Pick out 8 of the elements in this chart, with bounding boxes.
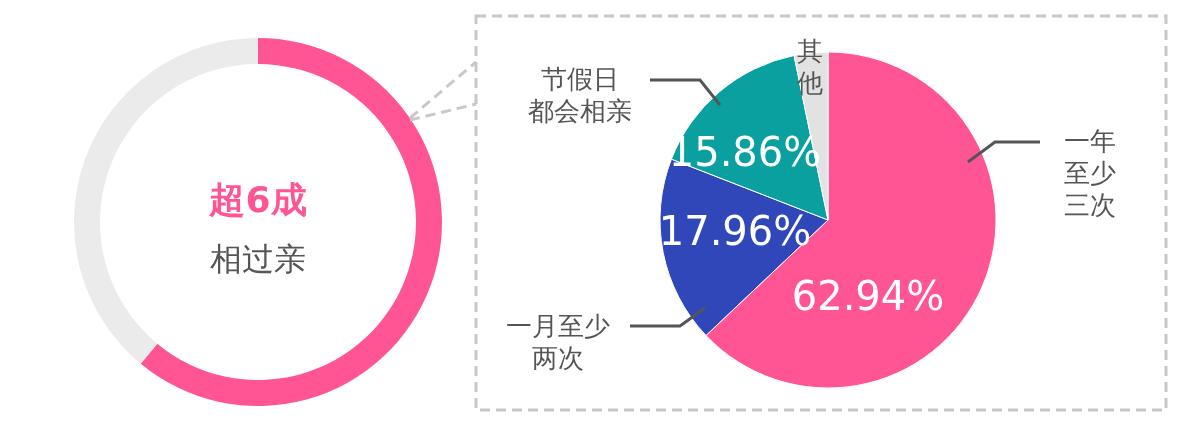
- text: 超6成: [208, 179, 307, 220]
- slice-label: 节假日都会相亲: [528, 64, 632, 126]
- donut-slice: [140, 38, 442, 406]
- slice-label: 一月至少两次: [506, 311, 610, 373]
- text: 相过亲: [210, 240, 306, 278]
- data-label: 62.94%: [791, 273, 945, 319]
- data-label: 17.96%: [658, 208, 812, 254]
- slice-label: 一年至少三次: [1064, 126, 1116, 220]
